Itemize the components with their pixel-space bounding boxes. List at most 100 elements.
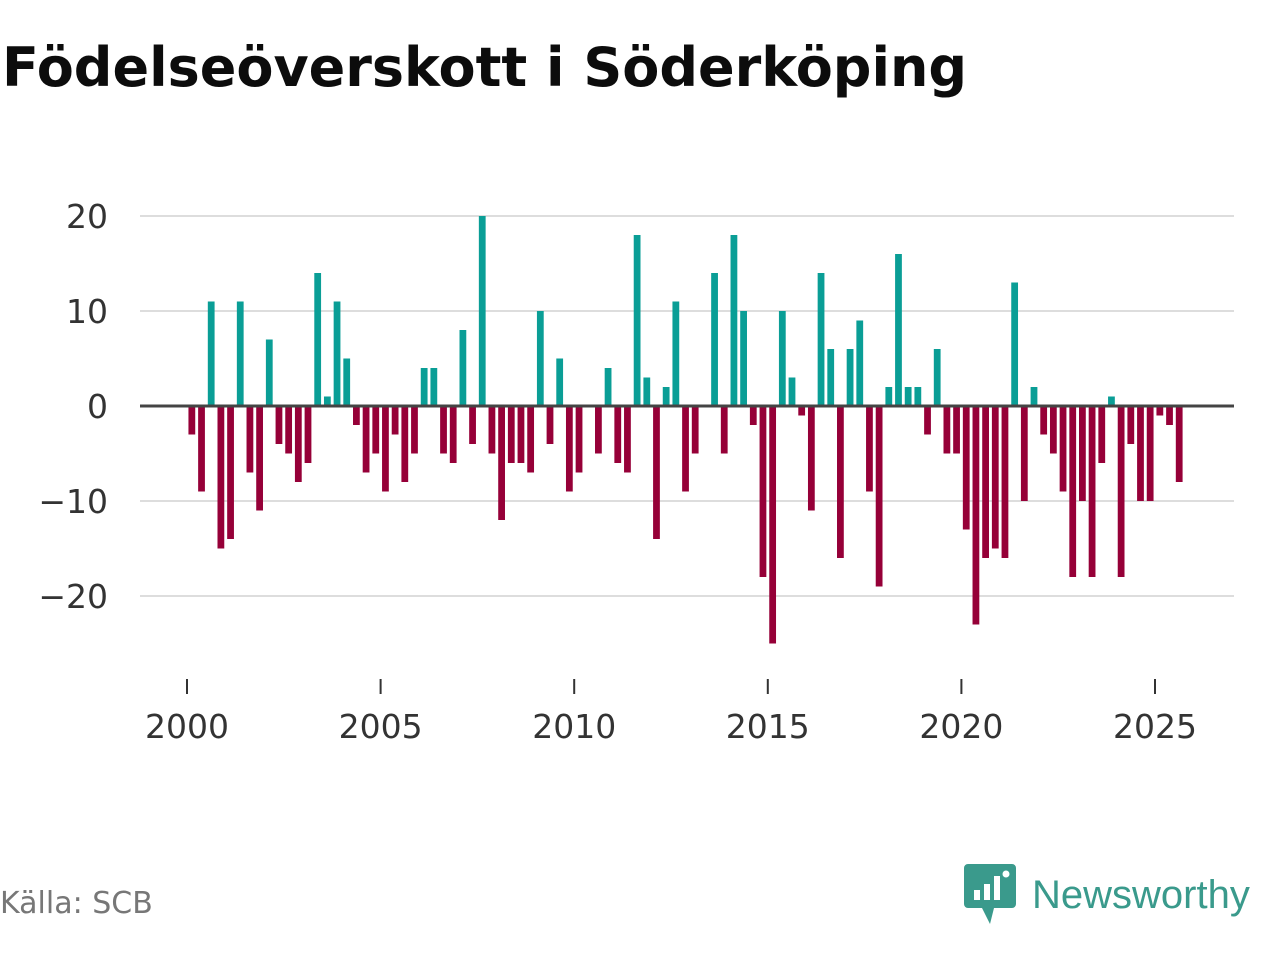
bar bbox=[246, 406, 254, 473]
bar bbox=[1040, 406, 1048, 435]
bar bbox=[1156, 406, 1164, 416]
newsworthy-logo-icon bbox=[964, 864, 1016, 924]
bar bbox=[1127, 406, 1135, 444]
grid-lines bbox=[140, 215, 1234, 597]
bar bbox=[1030, 387, 1038, 406]
y-tick-label: −10 bbox=[38, 482, 108, 521]
bar bbox=[798, 406, 806, 416]
bar bbox=[507, 406, 515, 463]
bar bbox=[856, 320, 864, 406]
bar bbox=[769, 406, 777, 644]
bar bbox=[382, 406, 389, 492]
x-tick-label: 2010 bbox=[532, 707, 616, 746]
bar bbox=[575, 406, 583, 473]
bar bbox=[837, 406, 844, 558]
bar bbox=[420, 368, 428, 406]
y-tick-label: −20 bbox=[38, 577, 108, 616]
bar bbox=[517, 406, 525, 463]
brand: Newsworthy bbox=[964, 864, 1250, 926]
bar bbox=[294, 406, 302, 482]
bar bbox=[343, 358, 351, 406]
bar bbox=[546, 406, 554, 444]
bar bbox=[982, 406, 989, 558]
bar bbox=[304, 406, 312, 463]
bar bbox=[614, 406, 622, 463]
bar bbox=[478, 216, 486, 406]
bar bbox=[275, 406, 283, 444]
bar bbox=[411, 406, 418, 454]
bar bbox=[1001, 406, 1009, 558]
bar bbox=[1069, 406, 1077, 577]
bar bbox=[730, 235, 738, 406]
bar bbox=[749, 406, 757, 425]
bar bbox=[198, 406, 205, 492]
bar bbox=[827, 349, 835, 406]
bar bbox=[924, 406, 931, 435]
bar bbox=[595, 406, 602, 454]
bar bbox=[440, 406, 447, 454]
bar bbox=[720, 406, 728, 454]
bar bbox=[1020, 406, 1028, 501]
bar bbox=[972, 406, 980, 625]
bar bbox=[256, 406, 263, 511]
bar bbox=[536, 311, 544, 406]
source-label: Källa: SCB bbox=[0, 886, 153, 921]
bar bbox=[527, 406, 535, 473]
bar bbox=[217, 406, 225, 549]
bar bbox=[846, 349, 854, 406]
bar bbox=[711, 273, 718, 406]
bar bbox=[633, 235, 641, 406]
x-tick-label: 2015 bbox=[726, 707, 810, 746]
axes: −20 −10 0 10 20 2000 2005 2010 2015 2020 2025 bbox=[38, 197, 1234, 746]
x-tick-label: 2000 bbox=[145, 707, 229, 746]
bars bbox=[188, 216, 1183, 644]
bar bbox=[314, 273, 322, 406]
bar bbox=[953, 406, 960, 454]
brand-name: Newsworthy bbox=[1032, 872, 1250, 917]
bar bbox=[207, 301, 215, 406]
y-tick-label: 0 bbox=[87, 387, 108, 426]
bar bbox=[817, 273, 825, 406]
bar bbox=[885, 387, 893, 406]
bar bbox=[1049, 406, 1057, 454]
bar bbox=[1088, 406, 1096, 577]
bar bbox=[653, 406, 660, 539]
bar bbox=[372, 406, 380, 454]
bar bbox=[1011, 282, 1019, 406]
bar bbox=[904, 387, 912, 406]
bar bbox=[333, 301, 341, 406]
x-tick-label: 2025 bbox=[1113, 707, 1197, 746]
bar bbox=[1137, 406, 1144, 501]
bar bbox=[604, 368, 612, 406]
bar bbox=[875, 406, 883, 587]
bar bbox=[556, 358, 564, 406]
bar bbox=[285, 406, 293, 454]
bar bbox=[682, 406, 689, 492]
x-tick-label: 2005 bbox=[339, 707, 423, 746]
bar bbox=[565, 406, 573, 492]
bar bbox=[430, 368, 438, 406]
bar bbox=[643, 377, 651, 406]
bar bbox=[236, 301, 244, 406]
page-title: Födelseöverskott i Söderköping bbox=[2, 36, 968, 99]
bar bbox=[691, 406, 699, 454]
bar bbox=[866, 406, 873, 492]
bar bbox=[807, 406, 815, 511]
bar bbox=[1079, 406, 1086, 501]
bar bbox=[778, 311, 786, 406]
bar bbox=[672, 301, 680, 406]
bar bbox=[788, 377, 796, 406]
bar bbox=[391, 406, 399, 435]
bar bbox=[488, 406, 496, 454]
bar bbox=[662, 387, 670, 406]
bar bbox=[265, 339, 273, 406]
bar bbox=[227, 406, 234, 539]
bar bbox=[1098, 406, 1106, 463]
bar bbox=[1146, 406, 1154, 501]
bar bbox=[943, 406, 951, 454]
bar bbox=[933, 349, 941, 406]
bar bbox=[1117, 406, 1125, 577]
bar bbox=[449, 406, 457, 463]
bar bbox=[353, 406, 360, 425]
